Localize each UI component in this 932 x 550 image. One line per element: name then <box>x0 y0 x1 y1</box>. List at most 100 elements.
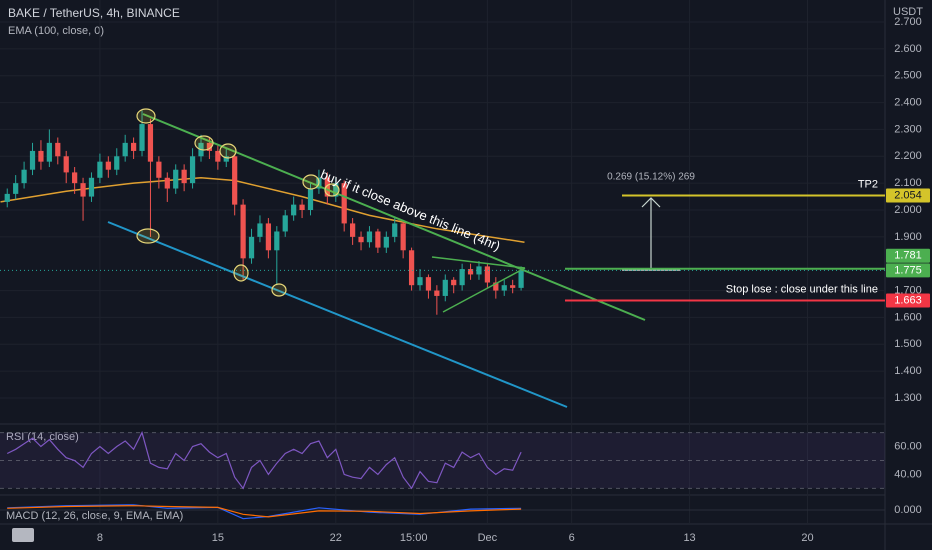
candle-body <box>156 161 162 178</box>
candle-body <box>341 183 347 224</box>
lower-trendline <box>107 221 568 408</box>
candle-body <box>434 290 440 296</box>
x-tick-label: Dec <box>478 532 498 544</box>
candle-body <box>442 279 448 296</box>
price-label-box <box>886 248 930 263</box>
price-label: 2.054 <box>894 189 922 201</box>
candle-body <box>366 231 373 243</box>
price-label-box <box>886 188 930 203</box>
touch-point <box>302 174 320 190</box>
candle-body <box>282 215 288 232</box>
y-tick-label: 1.500 <box>894 338 922 350</box>
candle-body <box>476 266 482 275</box>
price-label: 1.781 <box>894 250 922 262</box>
candle-body <box>46 142 52 162</box>
x-tick-label: 15:00 <box>400 532 428 544</box>
candle-body <box>206 142 213 151</box>
candle-body <box>375 231 381 248</box>
rsi-legend: RSI (14, close) <box>6 431 79 443</box>
candle-body <box>459 269 465 286</box>
candle-body <box>265 223 271 251</box>
candle-body <box>21 169 27 184</box>
y-tick-label: 2.600 <box>894 43 922 55</box>
macd-line <box>7 505 522 518</box>
touch-point <box>233 264 249 282</box>
y-tick-label: 1.700 <box>894 284 922 296</box>
y-tick-label: 2.000 <box>894 204 922 216</box>
candle-body <box>232 156 238 205</box>
candle-body <box>63 156 69 173</box>
macd-tick-label: 0.000 <box>894 504 922 516</box>
candle-body <box>333 183 339 197</box>
currency: USDT <box>893 6 923 18</box>
candle-body <box>383 236 389 248</box>
candle-body <box>223 156 229 162</box>
candle-body <box>13 183 19 194</box>
touch-point <box>194 135 214 151</box>
symbol-title: BAKE / TetherUS, 4h, BINANCE <box>8 6 180 20</box>
candle-body <box>38 150 44 162</box>
upper-trendline <box>142 113 646 321</box>
candle-body <box>408 250 415 286</box>
candle-body <box>307 188 314 210</box>
logo-shape <box>12 528 34 542</box>
candle-body <box>173 169 179 189</box>
y-tick-label: 2.200 <box>894 150 922 162</box>
y-tick-label: 1.300 <box>894 392 922 404</box>
candle-body <box>189 156 196 184</box>
candle-body <box>518 270 524 288</box>
candle-body <box>80 183 86 197</box>
y-tick-label: 2.400 <box>894 96 922 108</box>
y-tick-label: 1.600 <box>894 311 922 323</box>
candle-body <box>510 285 516 288</box>
candle-body <box>164 177 170 189</box>
touch-point <box>271 283 287 297</box>
touch-point <box>324 183 340 197</box>
candle-body <box>451 279 457 286</box>
y-tick-label: 2.100 <box>894 177 922 189</box>
candle-body <box>324 177 330 197</box>
candle-body <box>240 204 246 259</box>
candle-body <box>291 204 297 216</box>
candle-body <box>130 142 137 151</box>
measure-annotation: 0.269 (15.12%) 269 <box>607 172 695 183</box>
candle-body <box>299 204 305 210</box>
rsi-tick-label: 60.00 <box>894 440 922 452</box>
candle-body <box>147 124 154 162</box>
triangle-line <box>431 256 526 269</box>
candle-body <box>105 161 111 170</box>
x-tick-label: 6 <box>569 532 575 544</box>
touch-point <box>136 108 156 124</box>
y-tick-label: 2.700 <box>894 16 922 28</box>
candle-body <box>181 169 187 184</box>
candle-body <box>72 172 78 184</box>
x-tick-label: 15 <box>212 532 224 544</box>
candle-body <box>29 150 36 170</box>
level-label: TP2 <box>858 178 878 190</box>
candle-body <box>4 193 10 202</box>
candle-body <box>358 236 364 243</box>
rsi-tick-label: 40.00 <box>894 468 922 480</box>
candle-body <box>484 266 491 283</box>
candle-body <box>417 277 423 286</box>
candle-body <box>215 150 221 162</box>
price-label-box <box>886 263 930 278</box>
y-tick-label: 2.500 <box>894 70 922 82</box>
x-tick-label: 22 <box>330 532 342 544</box>
candle-body <box>501 285 507 291</box>
macd-legend: MACD (12, 26, close, 9, EMA, EMA) <box>6 510 183 522</box>
candle-body <box>392 223 398 237</box>
candle-body <box>122 142 128 157</box>
measure-arrow-head <box>641 197 661 208</box>
candle-body <box>257 223 263 237</box>
touch-point <box>136 228 160 244</box>
x-tick-label: 20 <box>801 532 813 544</box>
candle-body <box>114 156 120 170</box>
candle-body <box>139 124 145 151</box>
candle-body <box>55 142 61 157</box>
x-tick-label: 13 <box>683 532 695 544</box>
candle-body <box>493 282 499 291</box>
